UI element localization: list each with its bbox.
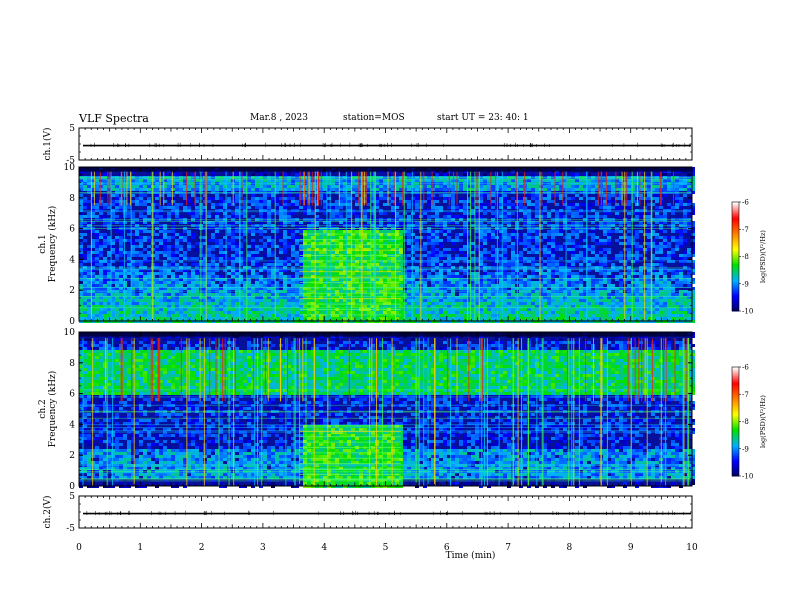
x-ticks: [78, 332, 693, 486]
x-tick-label: 3: [260, 543, 266, 553]
colorbar-tick-label: -7: [742, 391, 749, 399]
y-tick-label: 2: [69, 451, 75, 461]
y-axis-label: ch.1: [38, 234, 48, 253]
y-tick-label: 2: [69, 286, 75, 296]
colorbar-tick-label: -8: [742, 253, 749, 261]
colorbar-tick-label: -9: [742, 445, 749, 453]
x-tick-label: 8: [567, 543, 573, 553]
x-ticks: [78, 128, 693, 160]
y-axis-label: Frequency (kHz): [47, 206, 58, 283]
panel3-y-axis: 0 2 4 6 8 10 ch.2 Frequency (kHz): [38, 328, 692, 492]
x-tick-label: 0: [76, 543, 82, 553]
station-label: station=MOS: [343, 113, 405, 123]
y-tick-label: 10: [64, 163, 76, 173]
y-tick-label: 4: [69, 420, 75, 430]
x-tick-label: 5: [383, 543, 389, 553]
x-tick-label: 9: [628, 543, 634, 553]
waveform-ch1: [78, 127, 693, 161]
x-tick-label: 4: [321, 543, 327, 553]
plot-frame: [78, 127, 693, 161]
y-tick-label: 8: [69, 359, 75, 369]
colorbar-tick-label: -10: [742, 473, 753, 481]
x-tick-label: 2: [199, 543, 205, 553]
colorbar-tick-label: -6: [742, 199, 749, 207]
y-tick-label: -5: [66, 524, 75, 534]
colorbar-tick-label: -10: [742, 308, 753, 316]
y-tick-label: 8: [69, 194, 75, 204]
y-axis-label: ch.2: [38, 399, 48, 418]
x-tick-label: 1: [137, 543, 143, 553]
y-tick-label: 10: [64, 328, 76, 338]
y-axis-label: ch.2(V): [42, 496, 53, 529]
panel1-y-axis: 5 -5 ch.1(V): [42, 124, 692, 166]
y-tick-label: -5: [66, 156, 75, 166]
spectrogram-ch2: [78, 331, 695, 488]
chart-title: VLF Spectra: [79, 112, 149, 125]
x-axis: 0 1 2 3 4 5 6 7 8 9 10 Time (min): [76, 543, 698, 561]
y-axis-label: Frequency (kHz): [47, 371, 58, 448]
spectrogram-ch1: [78, 166, 695, 323]
colorbar-ch1: -6 -7 -8 -9 -10 log(PSD)(V²/Hz): [731, 199, 767, 316]
y-tick-label: 5: [69, 492, 75, 502]
start-time-label: start UT = 23: 40: 1: [437, 113, 529, 123]
panel2-y-axis: 0 2 4 6 8 10 ch.1 Frequency (kHz): [38, 163, 692, 327]
y-tick-label: 0: [69, 317, 75, 327]
x-tick-label: 10: [686, 543, 698, 553]
colorbar-tick-label: -6: [742, 364, 749, 372]
colorbar-label: log(PSD)(V²/Hz): [759, 230, 767, 283]
colorbar-tick-label: -8: [742, 418, 749, 426]
y-tick-label: 6: [69, 390, 75, 400]
x-tick-label: 6: [444, 543, 450, 553]
x-ticks: [78, 496, 693, 528]
y-tick-label: 4: [69, 255, 75, 265]
colorbar-tick-label: -7: [742, 226, 749, 234]
date-label: Mar.8 , 2023: [250, 113, 308, 123]
colorbar-ch2: -6 -7 -8 -9 -10 log(PSD)(V²/Hz): [731, 364, 767, 481]
y-tick-label: 5: [69, 124, 75, 134]
colorbar-tick-label: -9: [742, 280, 749, 288]
y-tick-label: 0: [69, 482, 75, 492]
panel4-y-axis: 5 -5 ch.2(V): [42, 492, 692, 534]
colorbar-label: log(PSD)(V²/Hz): [759, 395, 767, 448]
y-tick-label: 6: [69, 225, 75, 235]
y-axis-label: ch.1(V): [42, 128, 53, 161]
x-tick-label: 7: [505, 543, 511, 553]
x-ticks: [78, 167, 693, 321]
x-axis-label: Time (min): [446, 550, 496, 561]
